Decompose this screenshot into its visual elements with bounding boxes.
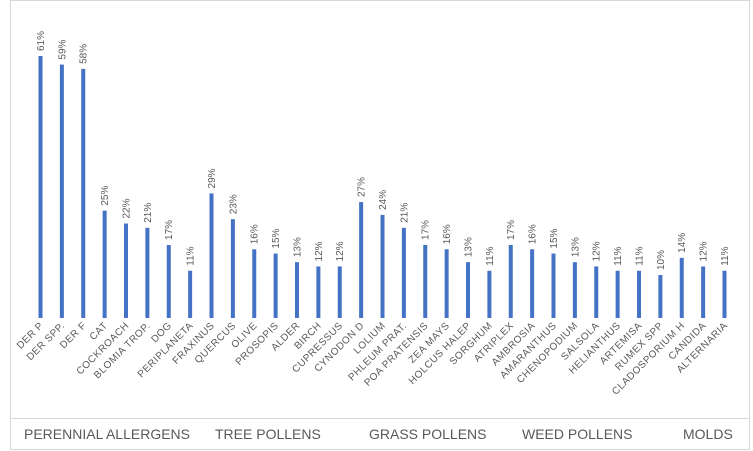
bar-alder (295, 262, 299, 318)
value-label-rumex-spp: 10% (656, 250, 667, 270)
group-label-grass-pollens: GRASS POLLENS (369, 426, 487, 442)
value-label-phleum-prat: 21% (399, 203, 410, 223)
value-label-blomia-trop: 21% (143, 203, 154, 223)
chart-frame (10, 0, 750, 450)
bar-salsola (594, 266, 599, 318)
value-label-holcus-halep: 13% (464, 237, 475, 257)
bar-lolium (380, 214, 385, 318)
value-label-birch: 12% (314, 241, 325, 261)
bar-phleum-prat (401, 227, 406, 318)
group-label-perennial-allergens: PERENNIAL ALLERGENS (24, 426, 190, 442)
bar-der-spp (59, 64, 64, 318)
value-label-cynodon-d: 27% (357, 177, 368, 197)
bar-ambrosia (530, 249, 535, 318)
bar-atriplex (508, 244, 513, 318)
value-label-dog: 17% (164, 220, 175, 240)
bar-fraxinus (209, 193, 214, 318)
bar-cockroach (124, 223, 128, 318)
value-labels-layer: 61% 59% 58% 25% 22% 21% 17% 11% 29% 23% 16% 15% 13% 1… (36, 31, 731, 270)
bar-holcus-halep (466, 262, 470, 318)
value-label-fraxinus: 29% (207, 168, 218, 188)
value-label-cladosporium-h: 14% (677, 233, 688, 253)
value-label-cockroach: 22% (122, 198, 133, 218)
value-label-der-f: 58% (79, 44, 90, 64)
value-label-amaranthus: 15% (549, 228, 560, 248)
value-label-alternaria: 11% (720, 246, 731, 265)
group-label-molds: MOLDS (683, 426, 733, 442)
bar-quercus (230, 219, 235, 318)
value-label-der-spp: 59% (57, 39, 68, 59)
value-label-periplaneta: 11% (186, 246, 197, 265)
bar-candida (701, 266, 706, 318)
bar-zea-mays (444, 249, 449, 318)
value-label-der-p: 61% (36, 31, 47, 51)
bar-prosopis (273, 253, 278, 318)
value-label-helianthus: 11% (613, 246, 624, 265)
group-label-weed-pollens: WEED POLLENS (522, 426, 632, 442)
bar-blomia-trop (145, 227, 150, 318)
bar-dog (166, 244, 171, 318)
group-labels-layer: PERENNIAL ALLERGENS TREE POLLENS GRASS POL… (24, 426, 733, 442)
bar-chenopodium (572, 262, 577, 318)
bar-alternaria (722, 270, 727, 318)
value-label-prosopis: 15% (271, 228, 282, 248)
value-label-olive: 16% (250, 224, 261, 244)
bar-cat (102, 210, 107, 318)
value-label-cat: 25% (100, 185, 111, 205)
value-label-lolium: 24% (378, 190, 389, 210)
bar-der-p (38, 56, 43, 318)
bar-artemisa (637, 270, 641, 318)
value-label-sorghum: 11% (485, 246, 496, 265)
bars-layer (38, 56, 727, 318)
value-label-chenopodium: 13% (570, 237, 581, 257)
bar-cladosporium-h (679, 257, 684, 318)
value-label-candida: 12% (699, 241, 710, 261)
bar-cupressus (337, 266, 342, 318)
value-label-atriplex: 17% (506, 220, 517, 240)
bar-birch (316, 266, 321, 318)
bar-poa-pratensis (423, 244, 428, 318)
bar-sorghum (487, 270, 492, 318)
bar-periplaneta (188, 270, 193, 318)
value-label-cupressus: 12% (335, 241, 346, 261)
value-label-salsola: 12% (592, 241, 603, 261)
value-label-zea-mays: 16% (442, 224, 453, 244)
value-label-quercus: 23% (228, 194, 239, 214)
group-label-tree-pollens: TREE POLLENS (215, 426, 321, 442)
value-label-artemisa: 11% (635, 246, 646, 265)
bar-cynodon-d (359, 202, 364, 318)
bar-amaranthus (551, 253, 556, 318)
value-label-alder: 13% (293, 237, 304, 257)
bar-helianthus (615, 270, 620, 318)
bar-olive (252, 249, 257, 318)
value-label-ambrosia: 16% (528, 224, 539, 244)
bar-der-f (81, 68, 86, 318)
bar-rumex-spp (658, 275, 663, 318)
value-label-poa-pratensis: 17% (421, 220, 432, 240)
